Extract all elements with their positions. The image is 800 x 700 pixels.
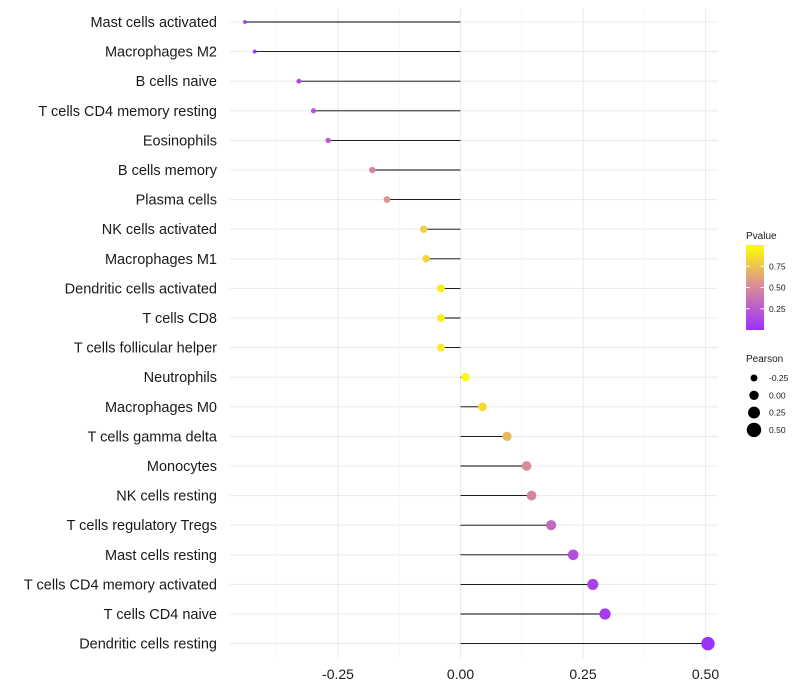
category-label: Macrophages M2 xyxy=(105,45,217,61)
point xyxy=(369,166,376,174)
legend-size-label: 0.50 xyxy=(769,425,786,435)
legend-size-title: Pearson xyxy=(746,354,783,365)
point xyxy=(567,549,579,561)
category-label: T cells regulatory Tregs xyxy=(67,518,217,534)
category-label: T cells gamma delta xyxy=(88,429,218,445)
point xyxy=(599,608,611,620)
point xyxy=(436,284,445,293)
category-label: NK cells resting xyxy=(116,489,217,505)
grid-lines xyxy=(230,8,718,658)
legend-size-label: 0.25 xyxy=(769,408,786,418)
category-label: Eosinophils xyxy=(143,133,217,149)
point xyxy=(243,20,247,24)
point xyxy=(436,343,445,352)
point xyxy=(325,137,331,144)
point xyxy=(296,78,302,84)
points xyxy=(243,20,715,651)
category-label: T cells follicular helper xyxy=(74,341,217,357)
point xyxy=(420,225,428,233)
legend-color-tick-label: 0.25 xyxy=(769,304,786,314)
point xyxy=(701,636,715,651)
point xyxy=(502,431,512,442)
category-label: Dendritic cells resting xyxy=(79,637,217,653)
category-label: B cells naive xyxy=(136,74,217,90)
legend-size-label: 0.00 xyxy=(769,390,786,400)
x-tick-label: -0.25 xyxy=(322,666,354,682)
x-axis-ticks: -0.25 0.00 0.25 0.50 xyxy=(322,666,719,682)
category-label: Mast cells activated xyxy=(90,15,217,31)
legend-color-tick-label: 0.50 xyxy=(769,283,786,293)
legend-colorbar xyxy=(746,245,764,330)
category-label: Mast cells resting xyxy=(105,548,217,564)
x-tick-label: 0.25 xyxy=(569,666,596,682)
category-label: Monocytes xyxy=(147,459,217,475)
legend-size-point xyxy=(746,422,762,438)
legend-size-point xyxy=(750,374,758,382)
category-label: T cells CD4 memory activated xyxy=(24,577,217,593)
category-label: T cells CD4 memory resting xyxy=(38,104,217,120)
y-axis-labels: Mast cells activated Macrophages M2 B cell… xyxy=(24,15,218,653)
legend-color-title: Pvalue xyxy=(746,231,777,242)
point xyxy=(422,255,430,263)
category-label: B cells memory xyxy=(118,163,218,179)
legend-size-point xyxy=(748,406,760,419)
legend-size-point xyxy=(749,390,759,401)
legend-color-tick-label: 0.75 xyxy=(769,261,786,271)
point xyxy=(383,196,391,203)
point xyxy=(587,578,599,590)
stems xyxy=(244,21,708,645)
point xyxy=(252,49,257,54)
x-tick-label: 0.50 xyxy=(692,666,719,682)
category-label: NK cells activated xyxy=(102,222,217,238)
point xyxy=(521,461,532,471)
category-label: Plasma cells xyxy=(136,193,217,209)
legend: Pvalue 0.25 0.50 0.75 Pearson -0.25 0.00 0.25 0.… xyxy=(746,231,789,438)
point xyxy=(310,108,317,114)
category-label: Macrophages M0 xyxy=(105,400,217,416)
legend-size-label: -0.25 xyxy=(769,373,789,383)
category-label: Neutrophils xyxy=(144,370,217,386)
point xyxy=(436,314,445,322)
point xyxy=(478,402,487,412)
x-tick-label: 0.00 xyxy=(447,666,474,682)
category-label: Dendritic cells activated xyxy=(65,281,217,297)
category-label: T cells CD4 naive xyxy=(104,607,217,623)
point xyxy=(546,520,557,531)
point xyxy=(461,373,470,382)
point xyxy=(526,490,537,501)
category-label: T cells CD8 xyxy=(142,311,217,327)
category-label: Macrophages M1 xyxy=(105,252,217,268)
